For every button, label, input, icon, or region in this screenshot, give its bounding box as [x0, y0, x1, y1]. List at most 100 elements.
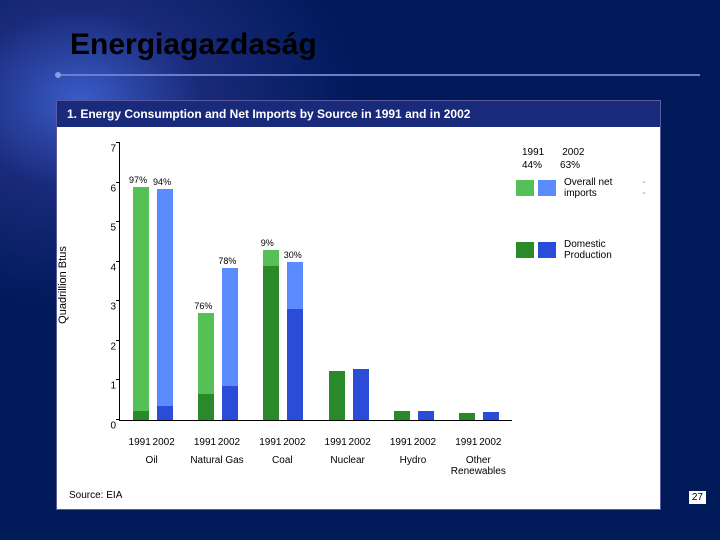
- x-group-label: Nuclear: [330, 455, 364, 466]
- bar: [329, 371, 345, 420]
- x-year-label: 1991: [390, 437, 412, 448]
- bar-seg-domestic: [287, 309, 303, 420]
- swatch-domestic-1991: [516, 242, 534, 258]
- bar: [287, 262, 303, 420]
- bar-seg-domestic: [329, 371, 345, 420]
- plot-area: 1991 2002 44% 63% Overall net imports --: [119, 143, 512, 421]
- legend-imports-pct-1991: 44%: [522, 160, 542, 171]
- bar-seg-domestic: [198, 394, 214, 420]
- bar-seg-domestic: [222, 386, 238, 420]
- legend-item-net-imports: Overall net imports --: [516, 177, 648, 199]
- page-number: 27: [689, 491, 706, 504]
- legend-imports-pct-row: 44% 63%: [522, 160, 648, 171]
- chart-panel: 1. Energy Consumption and Net Imports by…: [56, 100, 661, 510]
- x-group-label: Oil: [146, 455, 158, 466]
- x-year-label: 1991: [325, 437, 347, 448]
- bar-seg-net-imports: [287, 262, 303, 309]
- legend-year-2002: 2002: [562, 147, 584, 158]
- y-tick-mark: [116, 300, 120, 301]
- swatch-net-imports-1991: [516, 180, 534, 196]
- x-year-label: 1991: [455, 437, 477, 448]
- slide-title: Energiagazdaság: [70, 28, 690, 62]
- x-year-label: 1991: [129, 437, 151, 448]
- plot-wrap: Quadrillion Btus 1991 2002 44% 63%: [65, 135, 652, 435]
- x-group-label: Hydro: [400, 455, 427, 466]
- x-year-label: 2002: [349, 437, 371, 448]
- bar: [222, 268, 238, 420]
- bar: [483, 412, 499, 420]
- legend-item-domestic: Domestic Production: [516, 239, 648, 261]
- bar-seg-net-imports: [157, 189, 173, 407]
- bar-seg-domestic: [483, 412, 499, 420]
- title-area: Energiagazdaság: [70, 28, 690, 62]
- y-tick-label: 0: [92, 421, 116, 432]
- y-tick-label: 4: [92, 262, 116, 273]
- y-tick-mark: [116, 221, 120, 222]
- bar-seg-net-imports: [198, 313, 214, 394]
- title-underline: [56, 74, 700, 76]
- y-tick-label: 3: [92, 302, 116, 313]
- y-tick-mark: [116, 419, 120, 420]
- x-year-label: 2002: [479, 437, 501, 448]
- legend-swatches-domestic: [516, 242, 556, 258]
- bar-seg-domestic: [353, 369, 369, 420]
- bar: [263, 250, 279, 420]
- x-year-label: 2002: [218, 437, 240, 448]
- bar-seg-domestic: [394, 411, 410, 420]
- x-year-label: 1991: [259, 437, 281, 448]
- y-tick-label: 5: [92, 223, 116, 234]
- y-tick-label: 2: [92, 341, 116, 352]
- legend-imports-pct-2002: 63%: [560, 160, 580, 171]
- legend: 1991 2002 44% 63% Overall net imports --: [516, 147, 648, 261]
- bar-seg-domestic: [418, 411, 434, 420]
- bar-seg-net-imports: [263, 250, 279, 266]
- x-year-label: 2002: [283, 437, 305, 448]
- bar-pct-label: 97%: [129, 175, 147, 185]
- bar-seg-domestic: [157, 406, 173, 420]
- bar: [133, 187, 149, 420]
- bar: [418, 411, 434, 420]
- swatch-net-imports-2002: [538, 180, 556, 196]
- y-tick-label: 1: [92, 381, 116, 392]
- x-year-label: 1991: [194, 437, 216, 448]
- legend-year-1991: 1991: [522, 147, 544, 158]
- bar-seg-domestic: [263, 266, 279, 420]
- y-tick-mark: [116, 379, 120, 380]
- bar: [353, 369, 369, 420]
- bar-pct-label: 78%: [218, 256, 236, 266]
- x-year-label: 2002: [153, 437, 175, 448]
- bar-pct-label: 9%: [261, 238, 274, 248]
- y-tick-mark: [116, 142, 120, 143]
- legend-label-domestic: Domestic Production: [564, 239, 648, 261]
- bar: [394, 411, 410, 420]
- legend-dash-1: --: [642, 177, 648, 199]
- y-tick-label: 7: [92, 144, 116, 155]
- source-line: Source: EIA: [69, 490, 122, 501]
- legend-swatches-net-imports: [516, 180, 556, 196]
- bar: [459, 413, 475, 420]
- bar-pct-label: 76%: [194, 301, 212, 311]
- y-tick-mark: [116, 261, 120, 262]
- bar: [157, 189, 173, 420]
- x-group-label: Natural Gas: [190, 455, 243, 466]
- bar-pct-label: 30%: [284, 250, 302, 260]
- x-year-label: 2002: [414, 437, 436, 448]
- y-tick-label: 6: [92, 183, 116, 194]
- slide: Energiagazdaság 1. Energy Consumption an…: [0, 0, 720, 540]
- swatch-domestic-2002: [538, 242, 556, 258]
- y-tick-mark: [116, 340, 120, 341]
- bar-seg-domestic: [459, 413, 475, 420]
- x-group-label: OtherRenewables: [443, 455, 513, 477]
- bar-seg-domestic: [133, 411, 149, 420]
- x-labels: 19912002Oil19912002Natural Gas19912002Co…: [119, 435, 512, 479]
- legend-label-net-imports: Overall net imports: [564, 177, 634, 199]
- y-axis-label: Quadrillion Btus: [57, 246, 69, 324]
- bar: [198, 313, 214, 420]
- bar-seg-net-imports: [222, 268, 238, 387]
- legend-year-row: 1991 2002: [522, 147, 648, 158]
- chart-title: 1. Energy Consumption and Net Imports by…: [57, 101, 660, 127]
- bar-seg-net-imports: [133, 187, 149, 412]
- bar-pct-label: 94%: [153, 177, 171, 187]
- x-group-label: Coal: [272, 455, 293, 466]
- y-tick-mark: [116, 182, 120, 183]
